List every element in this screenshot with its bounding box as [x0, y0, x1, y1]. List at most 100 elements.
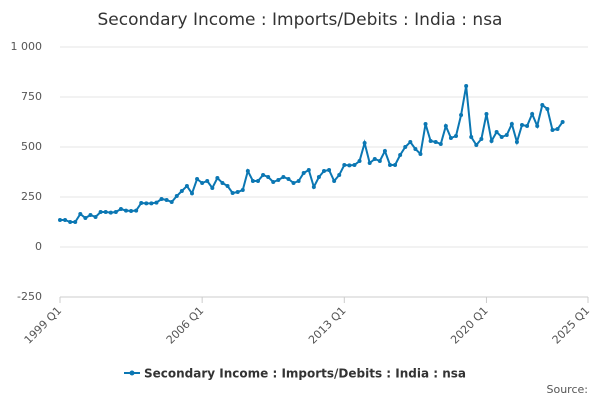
point — [540, 103, 545, 107]
y-tick-label: 1 000 — [11, 40, 43, 53]
point — [240, 188, 245, 192]
point — [372, 157, 377, 161]
point — [530, 112, 535, 116]
point — [174, 194, 179, 198]
point — [179, 189, 184, 193]
point — [159, 197, 164, 201]
point — [316, 175, 321, 179]
point — [357, 159, 362, 163]
point — [261, 173, 266, 177]
point — [306, 168, 311, 172]
point — [352, 163, 357, 167]
point — [286, 177, 291, 181]
line — [60, 85, 564, 223]
point — [362, 141, 367, 145]
x-tick-label: 2020 Q1 — [448, 304, 491, 347]
y-tick-label: -250 — [17, 290, 42, 303]
point — [469, 135, 474, 139]
point — [413, 147, 418, 151]
point — [108, 210, 113, 215]
y-tick-label: 750 — [21, 90, 42, 103]
point — [327, 168, 332, 172]
point — [210, 186, 215, 190]
point — [433, 140, 438, 144]
point — [124, 208, 128, 213]
point — [382, 149, 387, 153]
point — [388, 163, 392, 167]
point — [474, 143, 479, 147]
point — [215, 176, 220, 180]
point — [504, 133, 509, 137]
point — [555, 127, 560, 131]
point — [68, 220, 73, 224]
point — [520, 123, 524, 127]
point — [118, 207, 123, 211]
point — [154, 200, 159, 205]
legend-marker — [129, 370, 135, 376]
point — [438, 142, 443, 146]
point — [225, 184, 230, 188]
point — [494, 130, 499, 134]
point — [149, 201, 154, 206]
point — [190, 191, 194, 196]
point — [256, 179, 260, 183]
x-tick-label: 1999 Q1 — [22, 304, 65, 347]
point — [271, 180, 276, 184]
point — [245, 169, 250, 173]
point — [418, 152, 423, 156]
point — [560, 120, 565, 124]
point — [220, 181, 225, 185]
point — [428, 139, 433, 143]
point — [337, 173, 342, 177]
point — [398, 153, 403, 157]
x-tick-label: 2013 Q1 — [306, 304, 349, 347]
point — [403, 145, 408, 149]
point — [195, 177, 200, 181]
point — [454, 134, 458, 138]
y-tick-label: 250 — [21, 190, 42, 203]
point — [63, 218, 68, 222]
point — [509, 122, 514, 126]
y-tick-label: 0 — [35, 240, 42, 253]
point — [78, 212, 83, 216]
point — [367, 161, 372, 165]
point — [423, 122, 428, 126]
point — [459, 113, 464, 117]
point — [342, 163, 347, 167]
point — [129, 209, 134, 213]
point — [514, 140, 519, 144]
point — [489, 139, 494, 143]
point — [250, 179, 255, 183]
point — [134, 208, 139, 213]
source: Source: — [547, 383, 589, 396]
point — [98, 210, 103, 214]
point — [144, 201, 149, 206]
point — [499, 135, 504, 139]
point — [164, 198, 169, 202]
point — [88, 213, 93, 217]
point — [525, 124, 530, 128]
point — [276, 178, 281, 182]
point — [550, 128, 555, 132]
point — [139, 201, 144, 205]
point — [535, 124, 540, 128]
point — [464, 84, 469, 88]
point — [266, 175, 271, 179]
point — [281, 175, 286, 179]
point — [83, 216, 88, 220]
point — [235, 190, 240, 194]
point — [311, 185, 316, 189]
point — [184, 184, 189, 188]
point — [393, 163, 398, 167]
chart-title: Secondary Income : Imports/Debits : Indi… — [98, 10, 503, 30]
point — [377, 159, 382, 163]
point — [169, 200, 174, 204]
point — [296, 179, 301, 183]
point — [230, 191, 235, 195]
point — [93, 215, 98, 219]
point — [484, 112, 489, 116]
point — [322, 169, 326, 173]
point — [113, 210, 118, 214]
point — [332, 179, 337, 183]
